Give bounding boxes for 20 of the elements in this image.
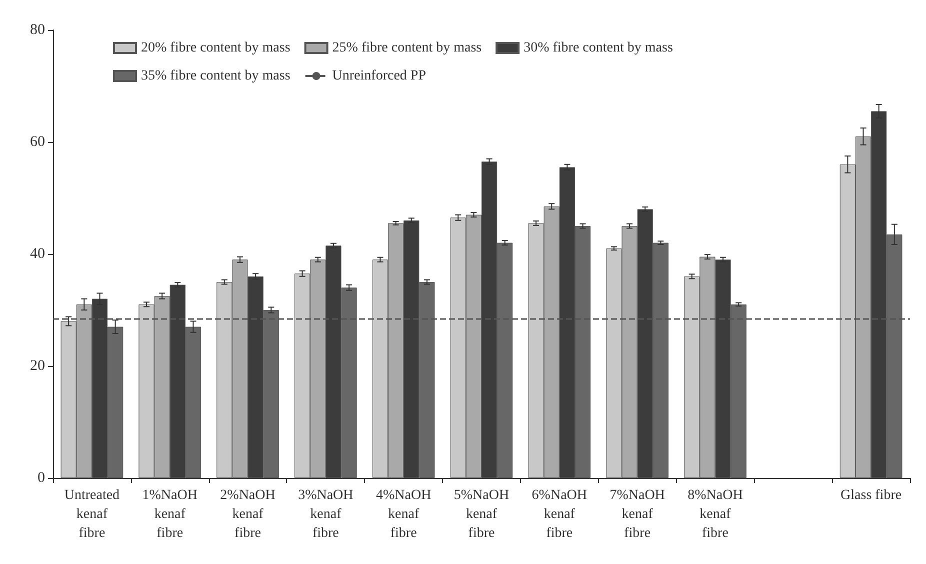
legend-label: 35% fibre content by mass bbox=[141, 68, 290, 84]
x-tick-label: 8%NaOH kenaf fibre bbox=[688, 488, 743, 541]
x-tick-label: 2%NaOH kenaf fibre bbox=[220, 488, 276, 541]
legend-label: 20% fibre content by mass bbox=[141, 40, 290, 56]
legend-label: 30% fibre content by mass bbox=[524, 40, 673, 56]
y-tick-label: 60 bbox=[30, 134, 45, 150]
x-tick-label: 6%NaOH kenaf fibre bbox=[532, 488, 588, 541]
y-tick-label: 40 bbox=[30, 246, 45, 262]
legend-label: 25% fibre content by mass bbox=[332, 40, 482, 56]
x-tick-label: 1%NaOH kenaf fibre bbox=[142, 488, 198, 541]
x-tick-label: Glass fibre bbox=[840, 488, 902, 503]
y-tick-label: 0 bbox=[38, 470, 45, 486]
legend-label: Unreinforced PP bbox=[332, 68, 426, 84]
y-tick-label: 20 bbox=[30, 358, 45, 374]
x-tick-label: 7%NaOH kenaf fibre bbox=[610, 488, 665, 541]
x-tick-label: 4%NaOH kenaf fibre bbox=[376, 488, 432, 541]
x-tick-label: 3%NaOH kenaf fibre bbox=[298, 488, 354, 541]
x-tick-label: Untreated kenaf fibre bbox=[64, 488, 120, 541]
x-tick-label: 5%NaOH kenaf fibre bbox=[454, 488, 510, 541]
y-tick-label: 80 bbox=[30, 22, 45, 38]
